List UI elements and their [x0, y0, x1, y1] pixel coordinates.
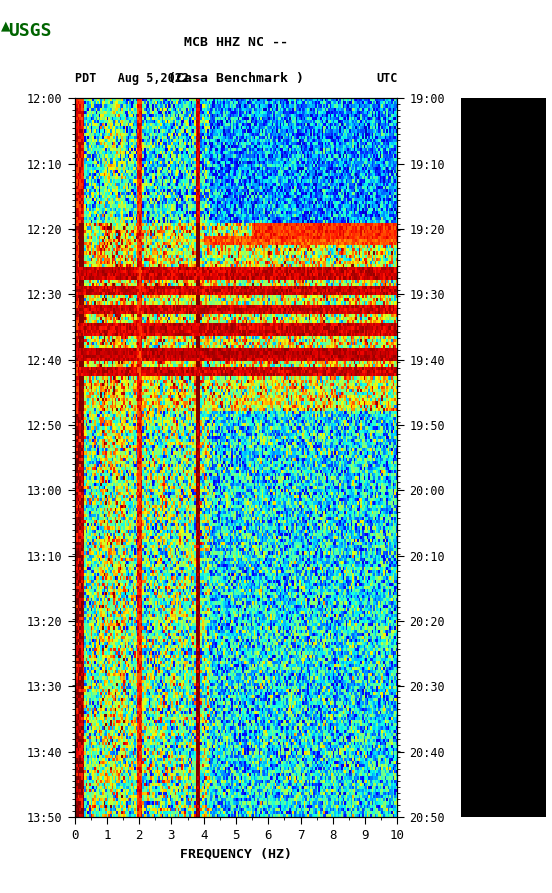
- X-axis label: FREQUENCY (HZ): FREQUENCY (HZ): [180, 847, 292, 861]
- Text: PDT   Aug 5,2022: PDT Aug 5,2022: [75, 71, 189, 85]
- Text: ▲: ▲: [1, 20, 10, 33]
- Text: UTC: UTC: [376, 71, 397, 85]
- Text: MCB HHZ NC --: MCB HHZ NC --: [184, 36, 288, 49]
- Text: USGS: USGS: [8, 22, 52, 40]
- Text: (Casa Benchmark ): (Casa Benchmark ): [168, 71, 304, 85]
